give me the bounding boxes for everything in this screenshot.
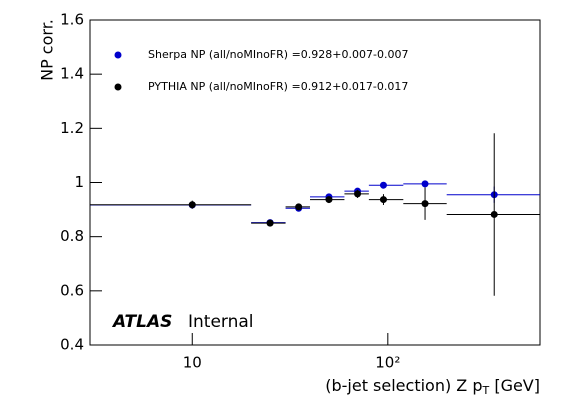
legend-label: PYTHIA NP (all/noMInoFR) =0.912+0.017-0.…	[148, 80, 408, 93]
y-axis-label: NP corr.	[38, 19, 57, 81]
point	[188, 201, 196, 209]
point	[379, 181, 387, 189]
point	[379, 196, 387, 204]
y-tick-label: 1.4	[60, 65, 84, 83]
point	[295, 203, 303, 211]
y-tick-label: 0.4	[60, 336, 84, 354]
point	[354, 190, 362, 198]
y-tick-label: 1.6	[60, 11, 84, 29]
legend-label: Sherpa NP (all/noMInoFR) =0.928+0.007-0.…	[148, 48, 408, 61]
y-tick-label: 0.8	[60, 227, 84, 245]
frame	[89, 19, 541, 346]
legend-marker	[114, 83, 122, 91]
point	[490, 210, 498, 218]
point	[421, 180, 429, 188]
x-tick-label: 10	[183, 354, 202, 372]
y-tick-label: 0.6	[60, 281, 84, 299]
atlas-label: ATLAS	[111, 312, 172, 332]
point	[266, 219, 274, 227]
x-label-unit: [GeV]	[489, 376, 540, 395]
point	[421, 200, 429, 208]
internal-label: Internal	[188, 312, 254, 332]
x-axis-label: (b-jet selection) Z pT [GeV]	[325, 376, 540, 398]
x-label-main: (b-jet selection) Z p	[325, 376, 482, 395]
y-tick-label: 1.2	[60, 119, 84, 137]
y-tick-label: 1	[74, 173, 84, 191]
x-label-sub: T	[482, 384, 490, 397]
legend-marker	[114, 51, 122, 59]
x-tick-label: 10²	[375, 354, 400, 372]
point	[325, 196, 333, 204]
